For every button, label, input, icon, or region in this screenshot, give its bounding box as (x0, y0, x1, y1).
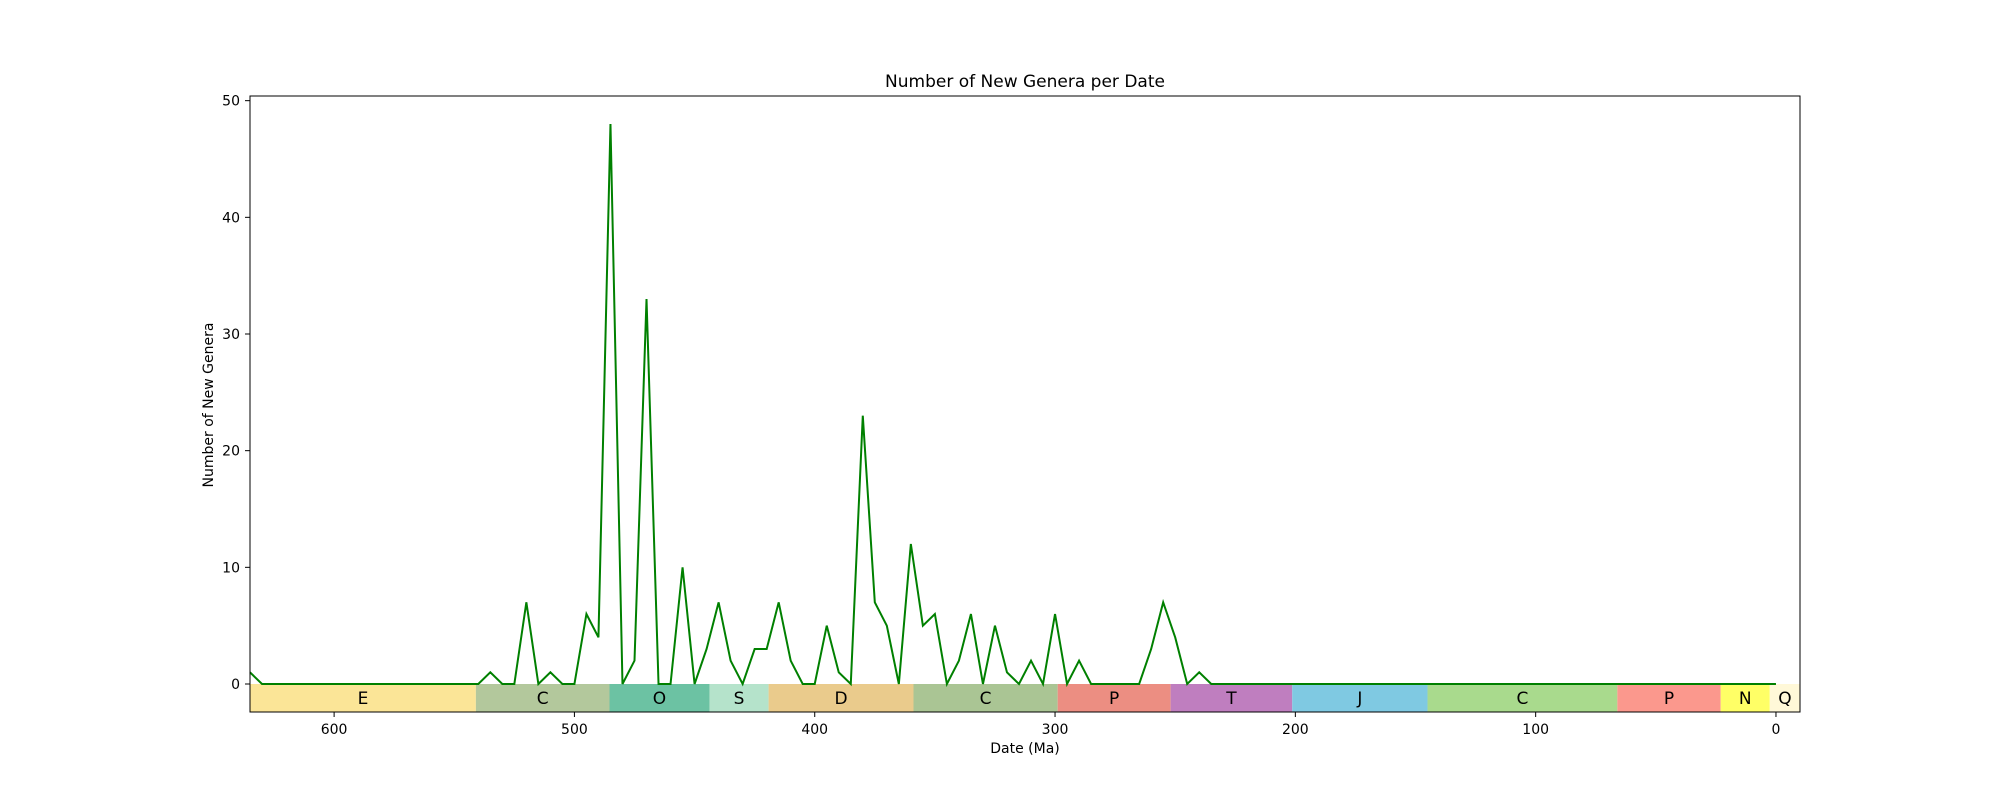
period-band (768, 684, 914, 712)
period-band (1170, 684, 1293, 712)
y-axis-title: Number of New Genera (201, 323, 217, 488)
y-tick-label: 0 (231, 677, 240, 693)
period-label: O (653, 689, 666, 709)
x-axis-title: Date (Ma) (990, 741, 1060, 757)
period-band (1769, 684, 1800, 712)
axis-ticks: 600 500 400 300 200 100 0 0 10 20 30 40 50 (222, 94, 1780, 738)
chart-title: Number of New Genera per Date (885, 72, 1165, 92)
period-label: C (537, 689, 549, 709)
period-band (1292, 684, 1428, 712)
x-tick-label: 100 (1522, 722, 1549, 738)
period-label: J (1356, 689, 1362, 709)
y-tick-label: 40 (222, 210, 240, 226)
period-label: S (734, 689, 745, 709)
period-label: E (358, 689, 369, 709)
period-band (250, 684, 476, 712)
y-tick-label: 20 (222, 444, 240, 460)
period-label: Q (1778, 689, 1791, 709)
y-tick-label: 50 (222, 94, 240, 110)
x-tick-label: 600 (321, 722, 348, 738)
period-band (709, 684, 769, 712)
series-line (249, 123, 1776, 688)
plot-frame (249, 95, 1801, 713)
x-tick-label: 0 (1772, 722, 1781, 738)
x-tick-label: 300 (1042, 722, 1069, 738)
period-label: D (834, 689, 847, 709)
period-label: C (1517, 689, 1529, 709)
period-label: T (1225, 689, 1237, 709)
x-tick-label: 500 (561, 722, 588, 738)
period-band (1720, 684, 1770, 712)
period-label: C (980, 689, 992, 709)
period-band (1427, 684, 1618, 712)
period-label: N (1739, 689, 1752, 709)
period-band (609, 684, 710, 712)
y-tick-label: 10 (222, 560, 240, 576)
period-band (913, 684, 1058, 712)
period-label: P (1109, 689, 1119, 709)
series-layer (249, 123, 1776, 688)
x-tick-label: 200 (1282, 722, 1309, 738)
period-band (475, 684, 610, 712)
x-tick-label: 400 (801, 722, 828, 738)
period-label: P (1664, 689, 1674, 709)
period-band (1057, 684, 1171, 712)
period-band (1617, 684, 1721, 712)
y-tick-label: 30 (222, 327, 240, 343)
